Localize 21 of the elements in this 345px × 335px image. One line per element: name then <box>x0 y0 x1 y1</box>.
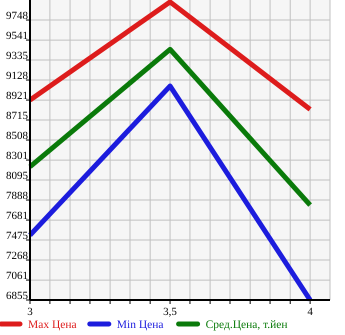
y-tick-label: 6855 <box>6 290 28 302</box>
x-tick-label: 3 <box>27 306 34 318</box>
y-tick-label: 9335 <box>6 50 28 62</box>
x-tick-label: 3,5 <box>163 306 178 318</box>
y-tick-label: 8715 <box>6 110 28 122</box>
y-tick-label: 9748 <box>6 10 28 22</box>
y-tick-label: 8095 <box>6 170 28 182</box>
y-tick-label: 9128 <box>6 70 28 82</box>
y-tick-label: 7061 <box>6 270 28 282</box>
y-tick-label: 7888 <box>6 190 28 202</box>
legend-label: Max Цена <box>28 319 77 331</box>
y-tick-label: 8508 <box>6 130 28 142</box>
y-tick-label: 7475 <box>6 230 28 242</box>
y-tick-label: 8921 <box>6 90 28 102</box>
legend-label: Min Цена <box>116 319 164 331</box>
x-tick-label: 4 <box>307 306 314 318</box>
y-tick-label: 7681 <box>6 210 28 222</box>
y-tick-label: 9541 <box>6 30 28 42</box>
legend-label: Сред.Цена, т.йен <box>206 319 288 331</box>
y-tick-label: 7268 <box>6 250 28 262</box>
y-tick-label: 8301 <box>6 150 28 162</box>
